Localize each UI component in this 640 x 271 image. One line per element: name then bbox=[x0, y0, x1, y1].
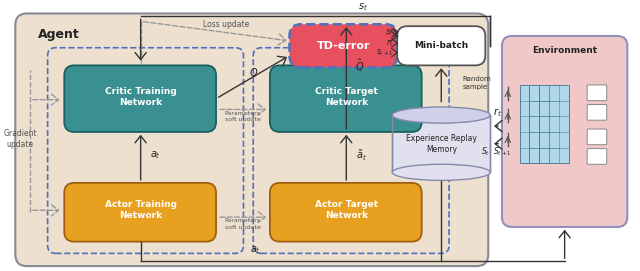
Text: Environment: Environment bbox=[532, 46, 597, 55]
FancyBboxPatch shape bbox=[587, 85, 607, 101]
Text: Actor Target
Network: Actor Target Network bbox=[315, 200, 378, 220]
FancyBboxPatch shape bbox=[520, 85, 549, 163]
Text: Actor Training
Network: Actor Training Network bbox=[105, 200, 177, 220]
Text: Mini-batch: Mini-batch bbox=[414, 41, 468, 50]
FancyBboxPatch shape bbox=[64, 65, 216, 132]
Text: Parameters
soft update: Parameters soft update bbox=[225, 111, 260, 122]
Text: Critic Training
Network: Critic Training Network bbox=[105, 87, 177, 107]
Text: $s_t$: $s_t$ bbox=[358, 2, 368, 14]
FancyBboxPatch shape bbox=[397, 26, 485, 65]
Text: $\hat{Q}$: $\hat{Q}$ bbox=[355, 57, 364, 74]
Text: Loss update: Loss update bbox=[203, 20, 249, 29]
FancyBboxPatch shape bbox=[64, 183, 216, 242]
Text: Critic Target
Network: Critic Target Network bbox=[315, 87, 378, 107]
FancyBboxPatch shape bbox=[15, 14, 488, 266]
FancyBboxPatch shape bbox=[587, 149, 607, 164]
Text: TD-error: TD-error bbox=[317, 41, 370, 51]
FancyBboxPatch shape bbox=[270, 183, 422, 242]
FancyBboxPatch shape bbox=[289, 24, 397, 67]
FancyBboxPatch shape bbox=[587, 105, 607, 120]
FancyBboxPatch shape bbox=[502, 36, 627, 227]
Text: Random
sample: Random sample bbox=[463, 76, 492, 90]
Text: Parameters
soft update: Parameters soft update bbox=[225, 218, 260, 230]
Text: $\tilde{a}_t$: $\tilde{a}_t$ bbox=[356, 148, 367, 163]
Text: Gradient
update: Gradient update bbox=[3, 129, 37, 149]
Text: Agent: Agent bbox=[38, 28, 79, 41]
FancyBboxPatch shape bbox=[539, 85, 568, 163]
FancyBboxPatch shape bbox=[270, 65, 422, 132]
Ellipse shape bbox=[392, 164, 490, 180]
Text: $Q$: $Q$ bbox=[248, 66, 258, 79]
Bar bbox=[392, 115, 490, 172]
Text: $a_t$: $a_t$ bbox=[150, 150, 161, 161]
FancyBboxPatch shape bbox=[587, 129, 607, 145]
Ellipse shape bbox=[392, 107, 490, 123]
FancyBboxPatch shape bbox=[529, 85, 559, 163]
Text: $r_t$: $r_t$ bbox=[386, 37, 393, 49]
Text: $S_t$  $S_{t+1}$: $S_t$ $S_{t+1}$ bbox=[481, 145, 511, 158]
Text: $a_t$: $a_t$ bbox=[250, 244, 260, 256]
Text: Experience Replay
Memory: Experience Replay Memory bbox=[406, 134, 477, 154]
Text: $s_t$: $s_t$ bbox=[385, 28, 393, 38]
Text: $s_{t+1}$: $s_{t+1}$ bbox=[376, 47, 393, 58]
Text: $r_t$: $r_t$ bbox=[493, 107, 502, 119]
